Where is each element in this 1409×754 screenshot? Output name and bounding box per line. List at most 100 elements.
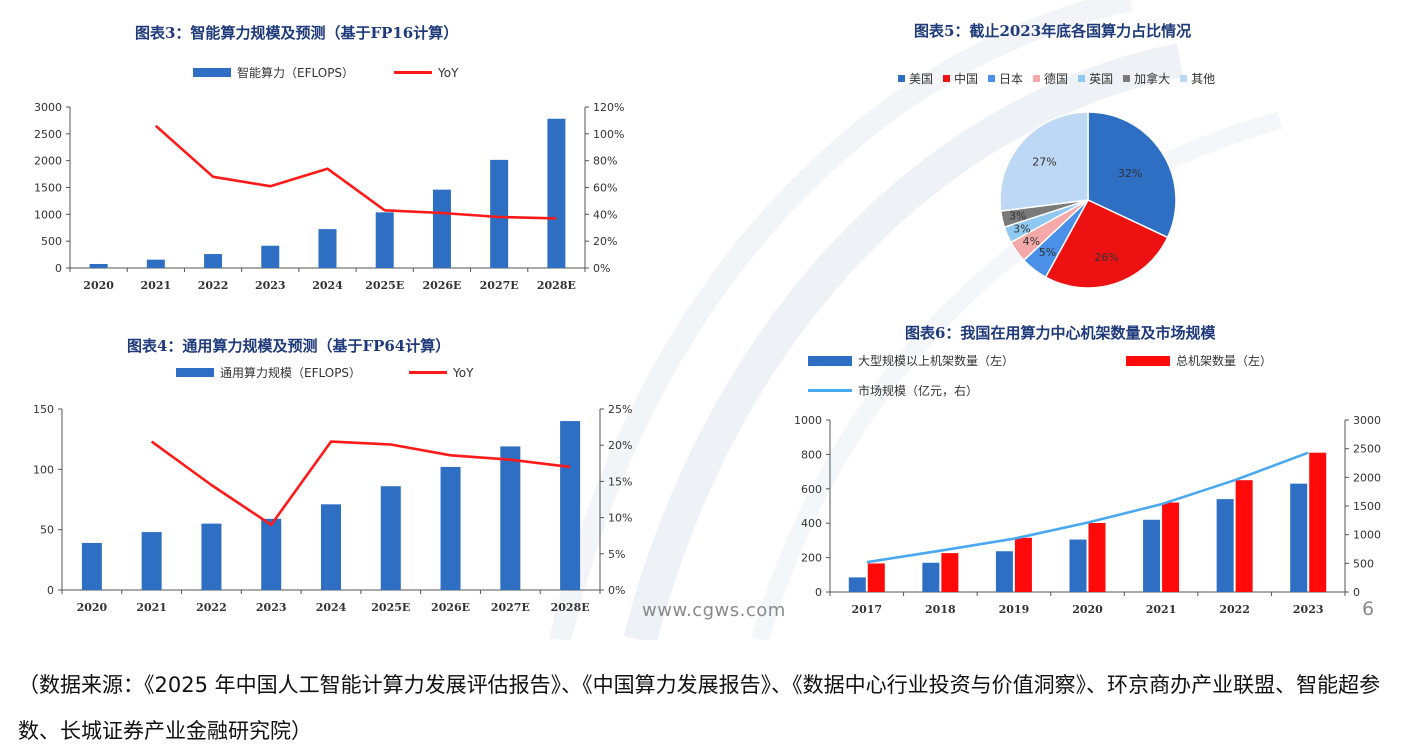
chart5-legend: 美国 中国 日本 德国 英国 加拿大 其他 <box>898 70 1221 87</box>
c4-xtick-label: 2026E <box>431 601 470 614</box>
pie-legend-item: 英国 <box>1078 70 1113 87</box>
pie-slice <box>1087 111 1177 239</box>
pie-legend-swatch <box>1123 75 1131 82</box>
c3-xtick-label: 2026E <box>422 279 461 292</box>
pie-value-label: 3% <box>1013 223 1030 236</box>
chart3-legend: 智能算力（EFLOPS） YoY <box>193 64 458 81</box>
c3-xtick-label: 2023 <box>255 279 286 292</box>
c4-bar-s1 <box>380 486 401 590</box>
c6-y2tick-label: 2500 <box>1353 443 1381 456</box>
pie-legend-swatch <box>988 75 996 82</box>
legend-swatch-bar <box>808 355 852 366</box>
pie-legend-label: 英国 <box>1089 72 1114 86</box>
pie-slice <box>999 111 1089 212</box>
c6-bar-s1 <box>922 562 940 592</box>
c4-ytick-label: 50 <box>40 524 54 537</box>
c6-ytick-label: 200 <box>801 552 822 565</box>
pie-legend-label: 日本 <box>999 72 1024 86</box>
c6-bar-s1 <box>848 577 866 592</box>
c4-xtick-label: 2027E <box>491 601 530 614</box>
pie-legend-swatch <box>1078 75 1086 82</box>
c4-ytick-label: 100 <box>33 463 54 476</box>
chart6-legend-line: 市场规模（亿元，右） <box>808 382 978 399</box>
legend-swatch-bar <box>1126 355 1170 366</box>
pie-value-label: 32% <box>1118 167 1142 180</box>
chart4-legend: 通用算力规模（EFLOPS） YoY <box>176 364 473 381</box>
c3-ytick-label: 500 <box>41 235 62 248</box>
c4-xtick-label: 2025E <box>371 601 410 614</box>
c4-bar-s1 <box>500 446 521 590</box>
c4-xtick-label: 2021 <box>136 601 167 614</box>
c4-y2tick-label: 10% <box>608 512 632 525</box>
c4-ytick-label: 0 <box>47 584 54 597</box>
c6-y2tick-label: 0 <box>1353 586 1360 599</box>
c3-bar-s1 <box>432 189 451 268</box>
legend-swatch-line <box>394 71 433 74</box>
chart5-title: 图表5：截止2023年底各国算力占比情况 <box>914 22 1192 40</box>
c3-ytick-label: 2500 <box>34 128 62 141</box>
c4-y2tick-label: 15% <box>608 475 632 488</box>
pie-legend-swatch <box>898 75 905 82</box>
c3-bar-s1 <box>89 263 108 268</box>
c4-bar-s1 <box>201 523 222 590</box>
c4-ytick-label: 150 <box>33 403 54 416</box>
c3-line-series <box>154 124 557 220</box>
c6-xtick-label: 2022 <box>1219 603 1250 616</box>
c3-y2tick-label: 40% <box>593 208 617 221</box>
chart6-legend-bar2-label: 总机架数量（左） <box>1176 354 1273 368</box>
chart3-title: 图表3：智能算力规模及预测（基于FP16计算） <box>135 24 459 42</box>
c6-y2tick-label: 3000 <box>1353 414 1381 427</box>
chart4-legend-line-label: YoY <box>453 365 474 380</box>
c3-xtick-label: 2021 <box>141 279 172 292</box>
c6-y2tick-label: 1000 <box>1353 529 1381 542</box>
c4-bar-s1 <box>261 518 282 590</box>
chart4-legend-bar-label: 通用算力规模（EFLOPS） <box>220 366 362 380</box>
c3-bar-s1 <box>547 118 566 269</box>
legend-swatch-bar <box>176 368 214 377</box>
pie-value-label: 3% <box>1009 210 1026 223</box>
c6-ytick-label: 600 <box>801 483 822 496</box>
c3-xtick-label: 2025E <box>365 279 404 292</box>
c4-bar-s1 <box>141 532 162 590</box>
c4-bar-s1 <box>81 542 102 590</box>
chart4-plot: 0 50 100 150 0% 5% 10% 15% 20% 25% 2020 2021 2022 202… <box>33 403 632 614</box>
pie-legend-item: 加拿大 <box>1123 70 1170 87</box>
c6-bar-s2 <box>941 553 959 592</box>
c3-ytick-label: 3000 <box>34 101 62 114</box>
chart4-title: 图表4：通用算力规模及预测（基于FP64计算） <box>127 337 451 355</box>
c6-xtick-label: 2020 <box>1072 603 1103 616</box>
c3-y2tick-label: 60% <box>593 182 617 195</box>
chart3-plot: 0 500 1000 1500 2000 2500 3000 0% 20% 40% 60% 80% 10… <box>34 101 624 292</box>
c3-ytick-label: 2000 <box>34 155 62 168</box>
c3-y2tick-label: 100% <box>593 128 624 141</box>
c6-bar-s1 <box>1290 483 1308 592</box>
chart3-legend-bar-label: 智能算力（EFLOPS） <box>237 66 355 80</box>
c3-xtick-label: 2020 <box>83 279 114 292</box>
c4-y2tick-label: 0% <box>608 584 625 597</box>
c3-xtick-label: 2027E <box>480 279 519 292</box>
c4-xtick-label: 2028E <box>551 601 590 614</box>
pie-value-label: 5% <box>1039 246 1056 259</box>
watermark-text: www.cgws.com <box>642 600 786 621</box>
pie-legend-label: 德国 <box>1044 72 1069 86</box>
pie-legend-label: 加拿大 <box>1134 72 1171 86</box>
chart6-plot: 0 200 400 600 800 1000 0 500 1000 1500 2000 2500 300… <box>794 414 1381 616</box>
c6-ytick-label: 400 <box>801 517 822 530</box>
chart3-legend-line-label: YoY <box>438 65 459 80</box>
c3-bar-s1 <box>375 212 394 268</box>
c6-xtick-label: 2019 <box>999 603 1030 616</box>
c3-ytick-label: 1500 <box>34 182 62 195</box>
pie-legend-label: 其他 <box>1191 72 1216 86</box>
c3-xtick-label: 2024 <box>312 279 343 292</box>
c3-ytick-label: 0 <box>55 262 62 275</box>
c6-bar-s2 <box>1014 537 1032 592</box>
pie-legend-item: 美国 <box>898 70 933 87</box>
c3-xtick-label: 2028E <box>537 279 576 292</box>
chart6-legend-bar1-label: 大型规模以上机架数量（左） <box>858 354 1015 368</box>
chart6-legend-line-label: 市场规模（亿元，右） <box>858 384 979 398</box>
c6-bar-s1 <box>1069 539 1087 592</box>
pie-value-label: 27% <box>1032 156 1056 169</box>
pie-legend-item: 其他 <box>1180 70 1215 87</box>
chart6-legend-bar1: 大型规模以上机架数量（左） <box>808 352 1014 369</box>
legend-swatch-bar <box>193 68 231 77</box>
